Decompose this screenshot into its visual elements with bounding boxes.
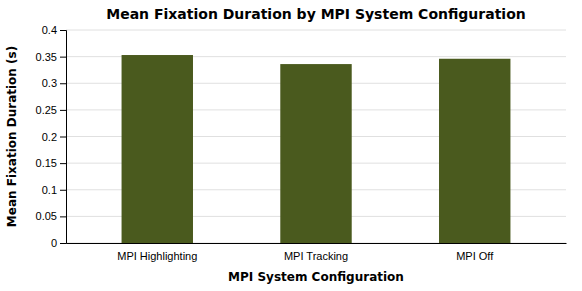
y-tick: 0 [51,237,66,249]
chart-svg: 0 0.05 0.1 0.15 0.2 0.25 0.3 0.35 0.4 MPI Highlig… [0,0,582,291]
x-axis-title: MPI System Configuration [228,270,404,284]
y-tick-mark [60,110,66,111]
y-tick-label: 0.35 [36,51,57,63]
y-tick: 0.15 [36,157,66,169]
y-tick-label: 0.15 [36,157,57,169]
y-tick: 0.1 [42,184,66,196]
y-tick-label: 0.05 [36,210,57,222]
x-tick: MPI Off [456,250,494,262]
y-axis-title: Mean Fixation Duration (s) [5,46,19,227]
y-tick: 0.35 [36,51,66,63]
plot-area: 0 0.05 0.1 0.15 0.2 0.25 0.3 0.35 0.4 MPI Highlig… [36,24,567,262]
y-tick: 0.2 [42,131,66,143]
bar [280,64,351,243]
y-tick-mark [60,137,66,138]
y-tick-mark [60,243,66,244]
y-tick: 0.25 [36,104,66,116]
y-tick: 0.05 [36,210,66,222]
y-tick-mark [60,216,66,217]
x-tick: MPI Tracking [284,250,348,262]
y-tick-label: 0 [51,237,57,249]
y-axis: 0 0.05 0.1 0.15 0.2 0.25 0.3 0.35 0.4 [36,24,67,249]
y-tick-label: 0.4 [42,24,57,36]
bar [439,59,510,243]
chart-container: 0 0.05 0.1 0.15 0.2 0.25 0.3 0.35 0.4 MPI Highlig… [0,0,582,291]
y-tick-mark [60,163,66,164]
y-tick: 0.4 [42,24,66,36]
x-axis: MPI Highlighting MPI Tracking MPI Off [67,244,567,262]
x-tick: MPI Highlighting [117,250,197,262]
grid-line [66,30,566,31]
bar [122,55,193,243]
grid [66,30,566,243]
bars [122,55,511,243]
y-axis-line [60,31,67,244]
x-tick-label: MPI Highlighting [117,250,197,262]
y-tick-mark [60,83,66,84]
y-tick-label: 0.1 [42,184,57,196]
chart-title: Mean Fixation Duration by MPI System Con… [106,6,526,22]
x-tick-label: MPI Tracking [284,250,348,262]
y-tick-mark [60,190,66,191]
x-axis-line [67,243,567,244]
y-tick-mark [60,30,66,31]
y-tick-label: 0.3 [42,77,57,89]
y-tick: 0.3 [42,77,66,89]
y-tick-label: 0.25 [36,104,57,116]
y-tick-label: 0.2 [42,131,57,143]
y-tick-mark [60,57,66,58]
x-tick-label: MPI Off [456,250,494,262]
